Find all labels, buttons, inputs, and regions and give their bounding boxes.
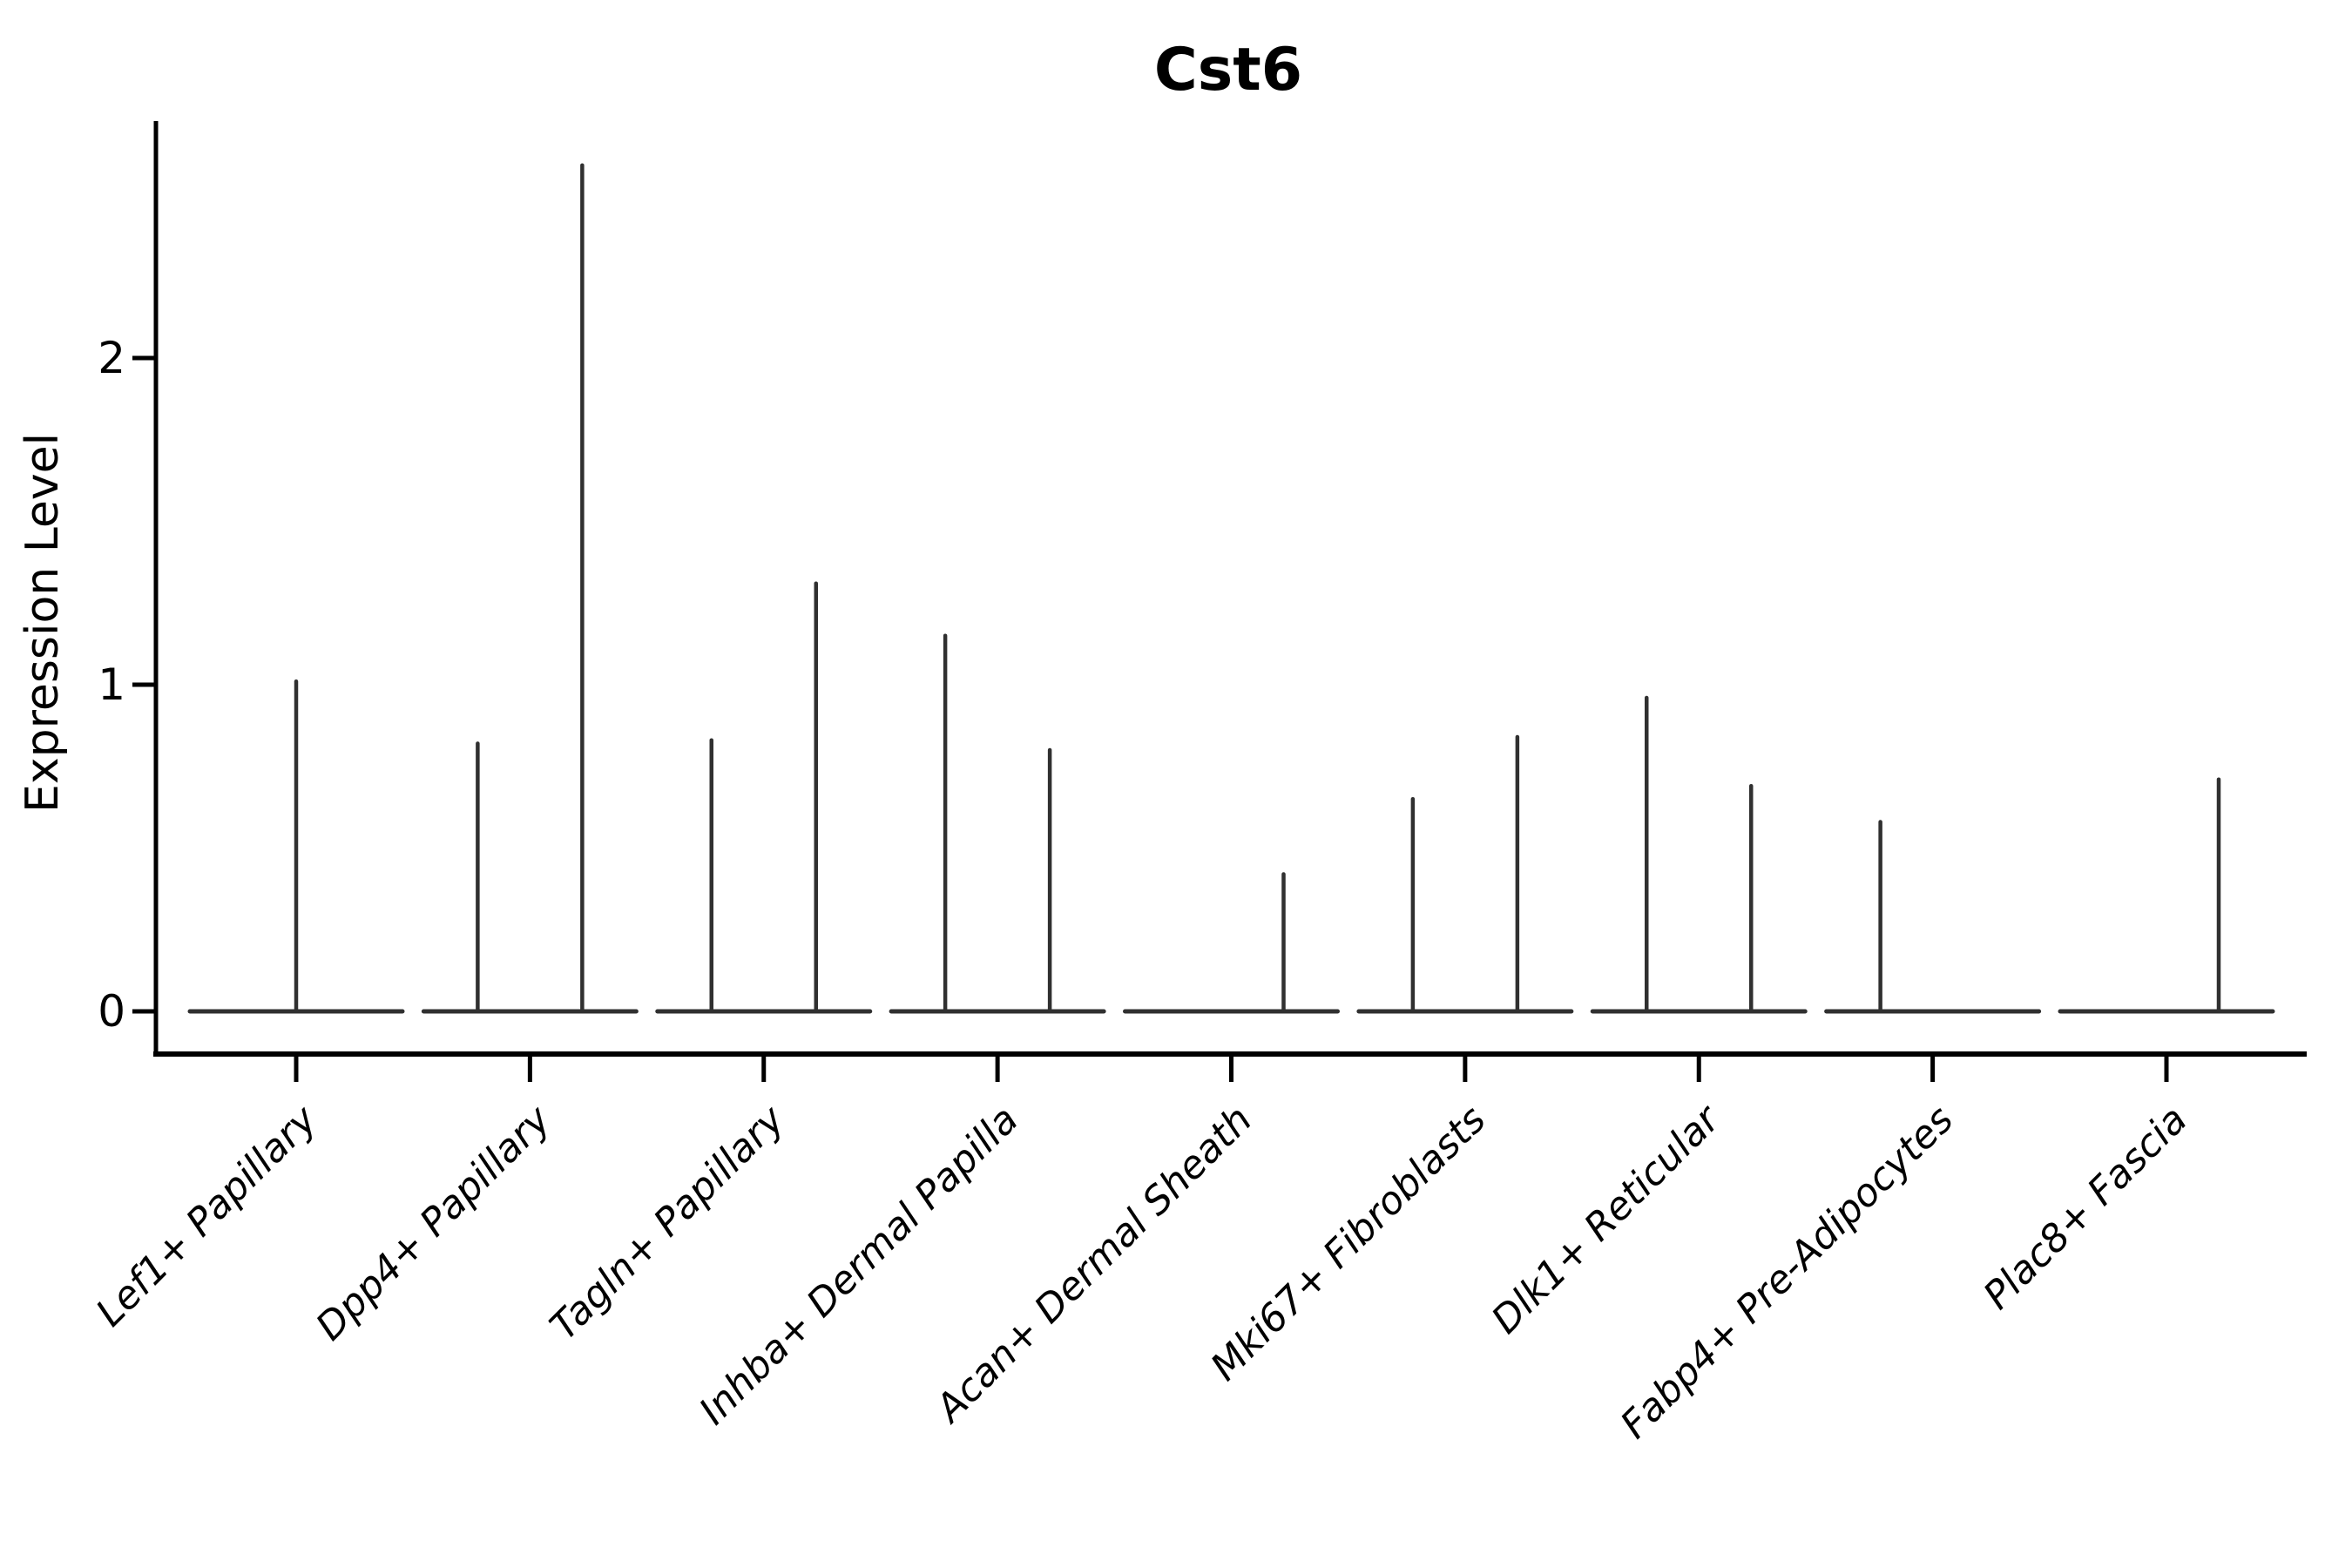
- x-tick-label: Dpp4+ Papillary: [308, 1097, 560, 1349]
- chart-title: Cst6: [1154, 36, 1302, 105]
- x-tick-label: Plac8+ Fascia: [1975, 1098, 2195, 1318]
- y-axis-label: Expression Level: [17, 433, 69, 813]
- y-tick-label: 2: [98, 333, 125, 383]
- y-tick-label: 1: [98, 659, 125, 710]
- x-tick-label: Dlk1+ Reticular: [1484, 1096, 1730, 1342]
- y-tick-label: 0: [98, 986, 125, 1037]
- x-tick-label: Lef1+ Papillary: [88, 1097, 327, 1335]
- x-tick-label: Tagln+ Papillary: [542, 1097, 794, 1348]
